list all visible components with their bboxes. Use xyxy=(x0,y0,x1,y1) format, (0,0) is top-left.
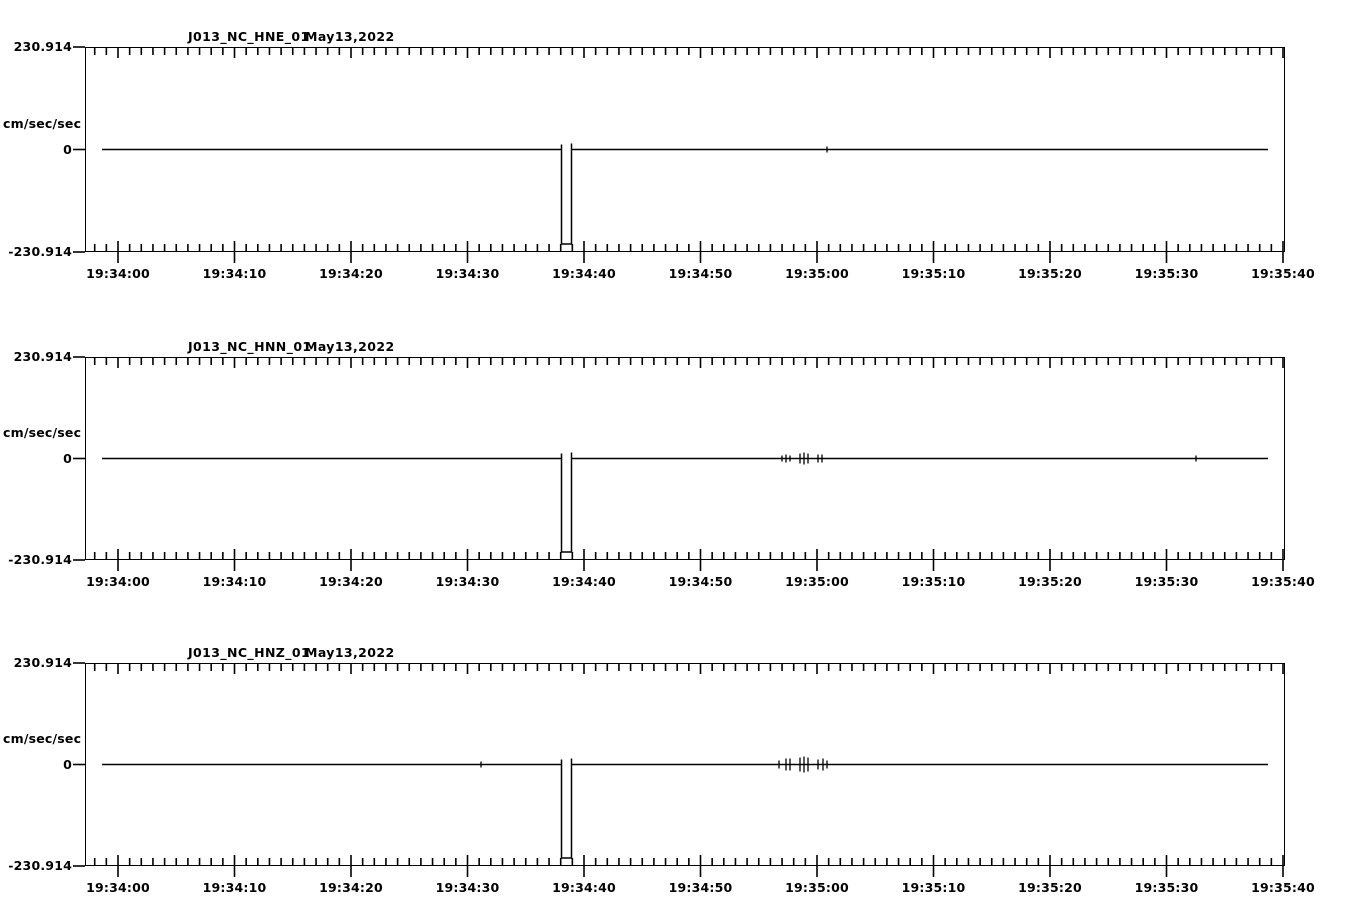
y-axis-units-panel-hnz: cm/sec/sec xyxy=(3,730,82,746)
xtick-label-panel-hnn: 19:35:30 xyxy=(1134,574,1199,589)
xtick-label-panel-hnz: 19:35:30 xyxy=(1134,880,1199,895)
trace-clipped-pulse-panel-hnz xyxy=(560,758,573,859)
xtick-label-panel-hne: 19:35:10 xyxy=(901,266,966,281)
plot-title-panel-hnn: J013_NC_HNN_01 xyxy=(188,339,312,354)
xtick-label-panel-hnn: 19:35:20 xyxy=(1018,574,1082,589)
xtick-label-panel-hnz: 19:34:50 xyxy=(668,880,733,895)
xtick-label-panel-hnn: 19:34:10 xyxy=(202,574,267,589)
plot-date-panel-hne: May13,2022 xyxy=(305,29,395,44)
xtick-label-panel-hnz: 19:35:40 xyxy=(1251,880,1315,895)
trace-noise-panel-hnz xyxy=(480,756,828,773)
xtick-label-panel-hne: 19:34:40 xyxy=(552,266,616,281)
xtick-label-panel-hne: 19:35:20 xyxy=(1018,266,1082,281)
xtick-label-panel-hnz: 19:34:30 xyxy=(435,880,500,895)
xtick-label-panel-hne: 19:34:20 xyxy=(319,266,383,281)
xtick-label-panel-hne: 19:35:00 xyxy=(785,266,849,281)
plot-title-panel-hnz: J013_NC_HNZ_01 xyxy=(188,645,311,660)
ytick-max-panel-hnz: 230.914 xyxy=(13,655,72,670)
xtick-label-panel-hne: 19:34:10 xyxy=(202,266,267,281)
axis-ticks-panel-hnz xyxy=(73,662,1284,877)
plot-frame-panel-hnz xyxy=(85,663,1285,866)
xtick-label-panel-hnz: 19:34:00 xyxy=(86,880,150,895)
trace-noise-panel-hnn xyxy=(781,452,1197,465)
ytick-max-panel-hnn: 230.914 xyxy=(13,349,72,364)
xtick-label-panel-hnn: 19:34:40 xyxy=(552,574,616,589)
xtick-label-panel-hnn: 19:34:50 xyxy=(668,574,733,589)
axis-ticks-panel-hne xyxy=(73,46,1284,263)
plot-frame-panel-hnn xyxy=(85,357,1285,560)
xtick-label-panel-hne: 19:34:00 xyxy=(86,266,150,281)
ytick-min-panel-hne: -230.914 xyxy=(8,244,72,259)
plot-date-panel-hnn: May13,2022 xyxy=(305,339,395,354)
trace-panel-hne xyxy=(102,143,1268,245)
plot-date-panel-hnz: May13,2022 xyxy=(305,645,395,660)
plot-frame-panel-hne xyxy=(85,47,1285,252)
trace-clipped-pulse-panel-hnn xyxy=(560,452,573,553)
xtick-label-panel-hnz: 19:34:40 xyxy=(552,880,616,895)
trace-panel-hnn xyxy=(102,452,1268,553)
ytick-zero-panel-hnn: 0 xyxy=(63,450,72,466)
trace-clipped-pulse-panel-hne xyxy=(560,143,573,245)
y-axis-units-panel-hnn: cm/sec/sec xyxy=(3,424,82,440)
xtick-label-panel-hnn: 19:34:20 xyxy=(319,574,383,589)
ytick-max-panel-hne: 230.914 xyxy=(13,39,72,54)
xtick-label-panel-hnn: 19:35:10 xyxy=(901,574,966,589)
ytick-zero-panel-hnz: 0 xyxy=(63,756,72,772)
xtick-label-panel-hne: 19:34:30 xyxy=(435,266,500,281)
xtick-label-panel-hnn: 19:35:40 xyxy=(1251,574,1315,589)
xtick-label-panel-hnn: 19:35:00 xyxy=(785,574,849,589)
ytick-min-panel-hnn: -230.914 xyxy=(8,552,72,567)
xtick-label-panel-hnz: 19:34:10 xyxy=(202,880,267,895)
trace-panel-hnz xyxy=(102,758,1268,859)
y-axis-units-panel-hne: cm/sec/sec xyxy=(3,115,82,131)
xtick-label-panel-hnz: 19:34:20 xyxy=(319,880,383,895)
xtick-label-panel-hnz: 19:35:10 xyxy=(901,880,966,895)
xtick-label-panel-hne: 19:35:40 xyxy=(1251,266,1315,281)
xtick-label-panel-hnn: 19:34:00 xyxy=(86,574,150,589)
ytick-zero-panel-hne: 0 xyxy=(63,141,72,157)
xtick-label-panel-hnz: 19:35:20 xyxy=(1018,880,1082,895)
xtick-label-panel-hnz: 19:35:00 xyxy=(785,880,849,895)
ytick-min-panel-hnz: -230.914 xyxy=(8,858,72,873)
plot-title-panel-hne: J013_NC_HNE_01 xyxy=(188,29,310,44)
axis-ticks-panel-hnn xyxy=(73,356,1284,571)
xtick-label-panel-hnn: 19:34:30 xyxy=(435,574,500,589)
xtick-label-panel-hne: 19:35:30 xyxy=(1134,266,1199,281)
xtick-label-panel-hne: 19:34:50 xyxy=(668,266,733,281)
